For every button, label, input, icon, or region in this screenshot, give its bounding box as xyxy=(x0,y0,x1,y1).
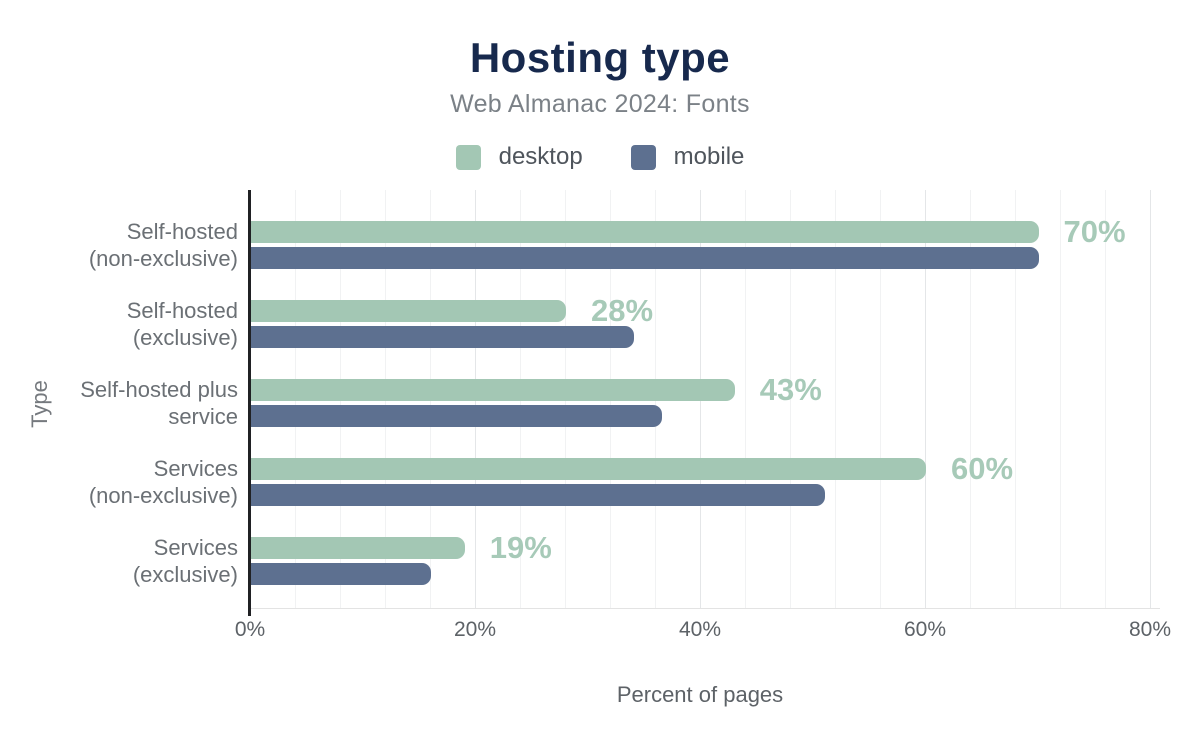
gridline-minor-48 xyxy=(790,190,791,608)
bar-desktop-4 xyxy=(251,537,465,559)
legend-swatch-desktop-icon xyxy=(455,144,481,170)
gridline-major-60 xyxy=(925,190,926,608)
bar-mobile-0 xyxy=(251,247,1039,269)
category-label-line: Self-hosted plus xyxy=(80,377,238,402)
category-label-0: Self-hosted (non-exclusive) xyxy=(0,218,238,272)
bar-mobile-4 xyxy=(251,563,431,585)
gridline-minor-68 xyxy=(1015,190,1016,608)
value-label-4: 19% xyxy=(489,530,552,565)
legend-label-desktop: desktop xyxy=(498,143,583,170)
x-axis-baseline xyxy=(250,607,1160,609)
value-label-1: 28% xyxy=(591,293,654,328)
y-axis-line xyxy=(248,190,251,616)
category-label-line: Services xyxy=(153,456,238,481)
gridline-minor-56 xyxy=(880,190,881,608)
category-label-line: (non-exclusive) xyxy=(88,246,238,271)
gridline-minor-44 xyxy=(745,190,746,608)
gridline-minor-52 xyxy=(835,190,836,608)
category-label-3: Services (non-exclusive) xyxy=(0,455,238,509)
x-tick-label-80%: 80% xyxy=(1128,618,1172,641)
bar-desktop-0 xyxy=(251,221,1039,243)
category-label-line: (exclusive) xyxy=(132,562,238,587)
gridline-major-80 xyxy=(1150,190,1151,608)
x-tick-label-40%: 40% xyxy=(678,618,722,641)
gridline-minor-76 xyxy=(1105,190,1106,608)
category-label-line: (non-exclusive) xyxy=(88,483,238,508)
bar-mobile-1 xyxy=(251,326,634,348)
category-label-line: Self-hosted xyxy=(126,298,238,323)
y-axis-title: Type xyxy=(27,380,52,428)
x-tick-label-0%: 0% xyxy=(234,618,266,641)
value-label-3: 60% xyxy=(951,451,1014,486)
x-axis-title: Percent of pages xyxy=(616,682,784,707)
category-label-line: service xyxy=(168,404,238,429)
value-label-2: 43% xyxy=(759,372,822,407)
x-tick-label-20%: 20% xyxy=(453,618,497,641)
category-label-1: Self-hosted (exclusive) xyxy=(0,297,238,351)
category-label-line: Services xyxy=(153,535,238,560)
category-label-line: (exclusive) xyxy=(132,325,238,350)
category-label-4: Services (exclusive) xyxy=(0,534,238,588)
legend-swatch-mobile-icon xyxy=(630,144,656,170)
bar-mobile-2 xyxy=(251,405,662,427)
gridline-minor-72 xyxy=(1060,190,1061,608)
bar-mobile-3 xyxy=(251,484,825,506)
bar-desktop-1 xyxy=(251,300,566,322)
gridline-minor-64 xyxy=(970,190,971,608)
x-tick-label-60%: 60% xyxy=(903,618,947,641)
value-label-0: 70% xyxy=(1063,214,1126,249)
bar-desktop-3 xyxy=(251,458,926,480)
category-label-line: Self-hosted xyxy=(126,219,238,244)
legend-label-mobile: mobile xyxy=(673,143,745,170)
legend: desktop mobile xyxy=(0,143,1200,171)
chart-title: Hosting type xyxy=(469,34,731,81)
bar-desktop-2 xyxy=(251,379,735,401)
chart-subtitle: Web Almanac 2024: Fonts xyxy=(450,90,750,118)
category-label-2: Self-hosted plus service xyxy=(0,376,238,430)
